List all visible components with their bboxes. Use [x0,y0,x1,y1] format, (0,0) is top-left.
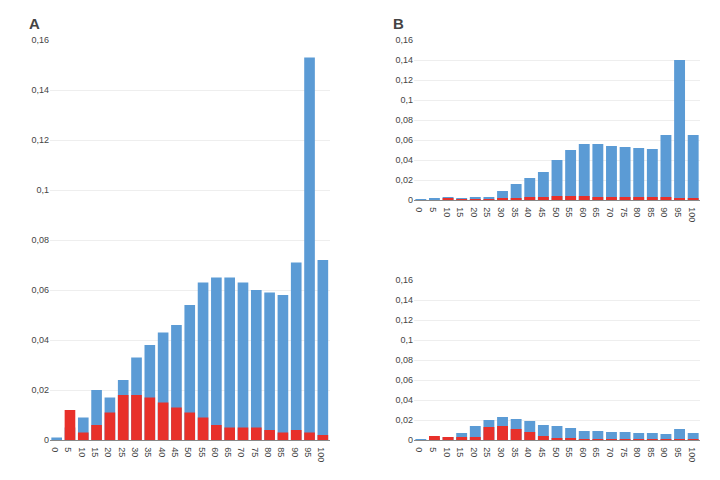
svg-text:0: 0 [408,435,413,445]
svg-text:85: 85 [646,447,656,457]
svg-text:35: 35 [143,447,153,457]
svg-text:95: 95 [303,447,313,457]
svg-text:0: 0 [408,195,413,205]
svg-text:65: 65 [591,207,601,217]
svg-text:60: 60 [578,447,588,457]
svg-text:0,08: 0,08 [31,235,49,245]
svg-text:0,06: 0,06 [31,285,49,295]
svg-text:0,14: 0,14 [395,55,413,65]
svg-text:85: 85 [276,447,286,457]
svg-text:50: 50 [551,447,561,457]
svg-text:0,1: 0,1 [400,335,413,345]
svg-text:5: 5 [63,447,73,452]
svg-text:0,04: 0,04 [395,155,413,165]
svg-text:55: 55 [197,447,207,457]
svg-text:30: 30 [130,447,140,457]
svg-text:10: 10 [77,447,87,457]
svg-text:B: B [393,15,404,32]
svg-text:0: 0 [44,435,49,445]
svg-text:5: 5 [428,447,438,452]
svg-text:0: 0 [50,447,60,452]
svg-text:0,12: 0,12 [31,135,49,145]
svg-text:95: 95 [673,207,683,217]
svg-text:0,12: 0,12 [395,315,413,325]
svg-text:100: 100 [687,207,697,222]
svg-text:0,16: 0,16 [395,275,413,285]
svg-text:0,08: 0,08 [395,355,413,365]
svg-text:65: 65 [591,447,601,457]
svg-text:75: 75 [619,447,629,457]
svg-text:0,08: 0,08 [395,115,413,125]
svg-text:0,06: 0,06 [395,375,413,385]
svg-text:0,16: 0,16 [31,35,49,45]
svg-text:0,06: 0,06 [395,135,413,145]
svg-text:50: 50 [551,207,561,217]
svg-text:25: 25 [482,447,492,457]
svg-text:90: 90 [659,207,669,217]
svg-text:85: 85 [646,207,656,217]
svg-text:50: 50 [183,447,193,457]
svg-text:20: 20 [469,447,479,457]
svg-text:35: 35 [510,207,520,217]
svg-text:25: 25 [117,447,127,457]
svg-text:0,16: 0,16 [395,35,413,45]
svg-text:75: 75 [250,447,260,457]
svg-text:30: 30 [496,207,506,217]
svg-text:A: A [29,15,40,32]
svg-text:30: 30 [496,447,506,457]
svg-text:0: 0 [414,447,424,452]
svg-text:70: 70 [605,447,615,457]
svg-text:55: 55 [564,207,574,217]
svg-text:40: 40 [157,447,167,457]
svg-text:0,1: 0,1 [36,185,49,195]
svg-text:20: 20 [103,447,113,457]
svg-text:100: 100 [687,447,697,462]
svg-text:80: 80 [632,447,642,457]
svg-text:5: 5 [428,207,438,212]
svg-text:70: 70 [605,207,615,217]
svg-text:40: 40 [523,447,533,457]
svg-text:60: 60 [578,207,588,217]
svg-text:10: 10 [442,207,452,217]
svg-text:65: 65 [223,447,233,457]
svg-text:75: 75 [619,207,629,217]
svg-text:0,02: 0,02 [395,175,413,185]
svg-text:0,04: 0,04 [31,335,49,345]
svg-text:25: 25 [482,207,492,217]
svg-text:15: 15 [455,447,465,457]
svg-text:55: 55 [564,447,574,457]
svg-text:35: 35 [510,447,520,457]
svg-text:0,12: 0,12 [395,75,413,85]
svg-text:45: 45 [537,447,547,457]
svg-text:90: 90 [290,447,300,457]
svg-text:80: 80 [632,207,642,217]
svg-text:15: 15 [90,447,100,457]
svg-text:0,02: 0,02 [395,415,413,425]
svg-text:0,02: 0,02 [31,385,49,395]
svg-text:60: 60 [210,447,220,457]
svg-text:20: 20 [469,207,479,217]
svg-text:40: 40 [523,207,533,217]
svg-text:100: 100 [316,447,326,462]
svg-text:10: 10 [442,447,452,457]
svg-text:45: 45 [537,207,547,217]
svg-text:0,14: 0,14 [395,295,413,305]
svg-text:0: 0 [414,207,424,212]
svg-text:45: 45 [170,447,180,457]
svg-text:0,1: 0,1 [400,95,413,105]
svg-text:95: 95 [673,447,683,457]
svg-text:0,14: 0,14 [31,85,49,95]
svg-text:90: 90 [659,447,669,457]
svg-text:80: 80 [263,447,273,457]
svg-text:15: 15 [455,207,465,217]
svg-text:70: 70 [236,447,246,457]
svg-text:0,04: 0,04 [395,395,413,405]
